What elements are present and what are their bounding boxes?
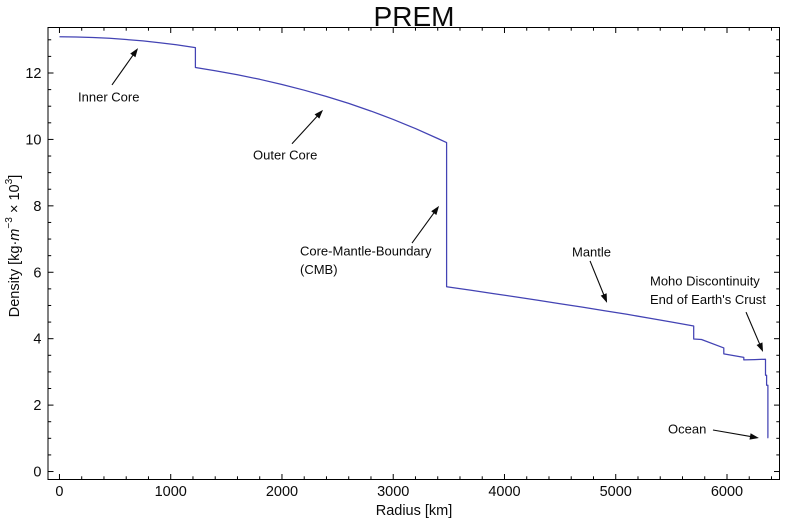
plot-series [59,36,769,439]
annotation-arrowhead [314,109,324,119]
annotation-arrow-line [589,260,606,298]
annotation-label: Outer Core [253,148,317,163]
annotation-arrow-line [745,311,762,347]
density-curve [59,36,769,439]
x-tick-label: 0 [55,484,63,500]
annotation-moho-discontinuity: Moho Discontinuity End of Earth's Crust [650,273,766,352]
plot-frame [47,27,780,480]
annotation-label: Ocean [668,422,706,437]
annotation-ocean: Ocean [668,422,759,440]
x-axis-label: Radius [km] [375,503,453,519]
y-tick-label: 8 [33,199,41,215]
annotation-mantle: Mantle [572,245,611,303]
annotation-label: Inner Core [78,89,139,104]
annotation-label: Moho Discontinuity [650,273,760,288]
y-axis-label: Density [kg·m−3 × 103] [4,174,23,318]
y-tick-label: 10 [25,132,41,148]
annotation-label: Mantle [572,245,611,260]
annotation-arrow-line [712,429,754,438]
annotation-label: End of Earth's Crust [650,292,766,307]
annotation-arrowhead [130,48,139,58]
annotation-label: (CMB) [300,262,338,277]
annotation-arrow-line [111,52,135,86]
annotation-arrowhead [749,433,759,440]
annotation-label: Core-Mantle-Boundary [300,244,432,259]
x-tick-label: 3000 [377,484,409,500]
x-axis-ticks: 0 1000 2000 3000 4000 5000 6000 [55,27,772,500]
annotation-outer-core: Outer Core [253,109,324,163]
x-tick-label: 4000 [488,484,520,500]
annotation-core-mantle-boundary: Core-Mantle-Boundary (CMB) [300,205,440,277]
x-tick-label: 1000 [155,484,187,500]
annotation-inner-core: Inner Core [78,48,139,104]
x-tick-label: 5000 [600,484,632,500]
x-tick-label: 2000 [266,484,298,500]
annotation-arrowhead [600,293,608,303]
y-tick-label: 4 [33,332,41,348]
y-tick-label: 6 [33,265,41,281]
y-tick-label: 2 [33,398,41,414]
y-tick-label: 12 [25,66,41,82]
annotation-arrowhead [431,205,440,216]
y-tick-label: 0 [33,465,41,481]
annotation-arrow-line [291,113,320,145]
x-tick-label: 6000 [711,484,743,500]
annotation-arrowhead [756,342,764,352]
y-axis-ticks: 0 2 4 6 8 10 12 [25,39,780,481]
chart-title: PREM [373,1,455,32]
annotation-arrow-line [411,210,436,244]
